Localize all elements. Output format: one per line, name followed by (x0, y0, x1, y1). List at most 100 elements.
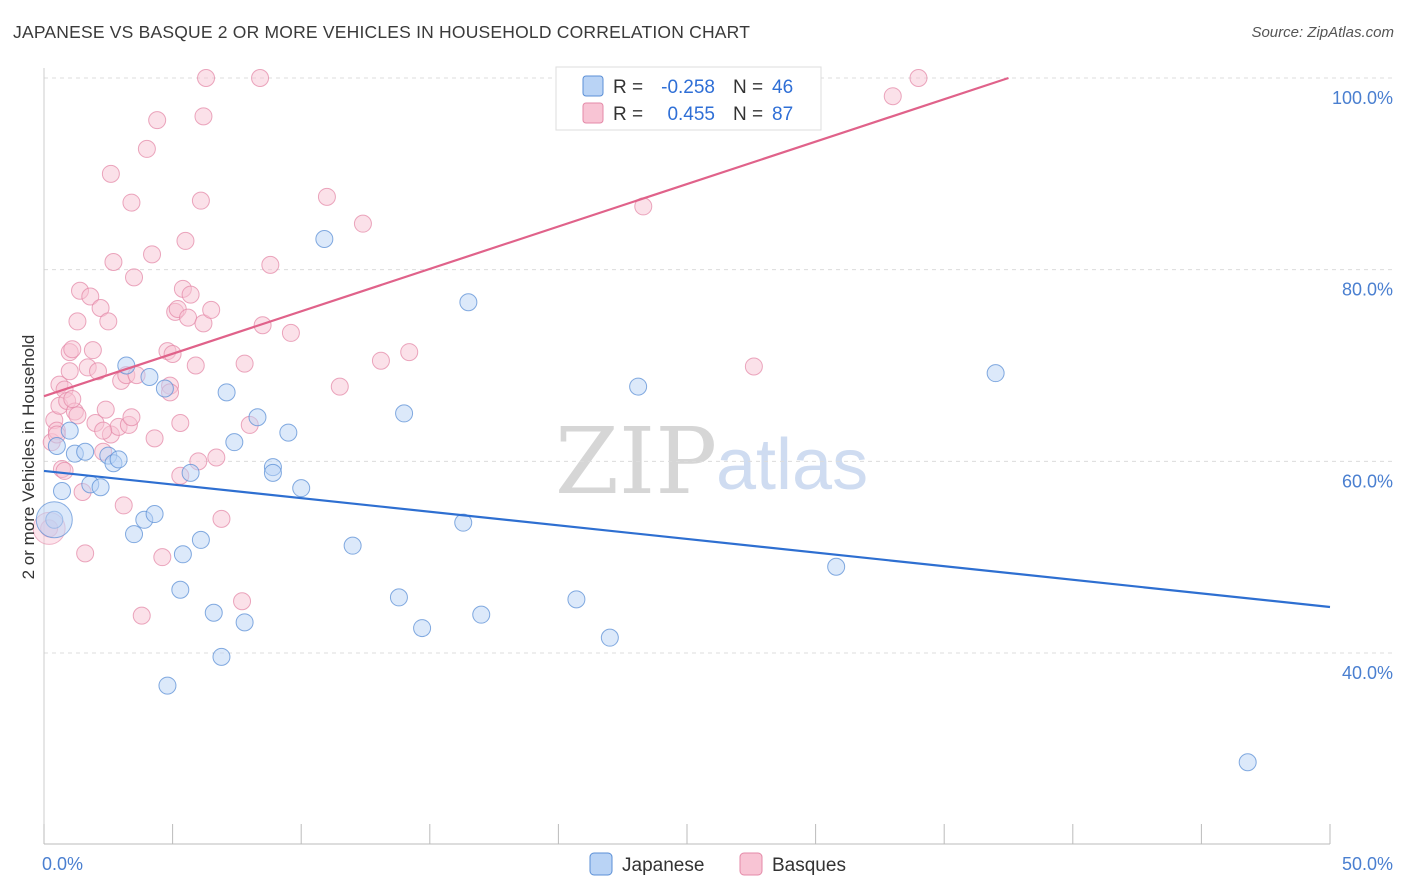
japanese-point (986, 364, 1005, 383)
japanese-point (158, 676, 177, 695)
japanese-point (217, 383, 236, 402)
basques-point (143, 245, 162, 264)
basques-point (261, 255, 280, 274)
y-tick-label-40: 40.0% (1342, 663, 1393, 683)
legend-n-value-japanese: 46 (772, 77, 793, 98)
japanese-point (315, 230, 334, 248)
x-tick-label-min: 0.0% (42, 854, 83, 874)
japanese-point (263, 463, 282, 482)
legend-swatch-japanese (582, 75, 604, 97)
basques-point (76, 544, 95, 563)
basques-point (194, 107, 213, 126)
basques-point (194, 314, 213, 333)
japanese-point (235, 613, 254, 632)
japanese-point (109, 450, 128, 469)
x-tick-label-max: 50.0% (1342, 854, 1393, 874)
basques-point (251, 69, 270, 87)
basques-point (91, 299, 110, 317)
basques-point (122, 193, 141, 212)
basques-point (122, 408, 141, 427)
japanese-points (35, 230, 1257, 772)
japanese-point (292, 479, 311, 498)
legend-top: R = -0.258 N = 46 R = 0.455 N = 87 (555, 66, 822, 131)
basques-point (207, 448, 226, 467)
y-tick-label-100: 100.0% (1332, 88, 1393, 108)
basques-point (137, 139, 156, 158)
japanese-point (472, 605, 491, 624)
japanese-point (47, 437, 66, 455)
basques-trend-line (43, 76, 1009, 398)
japanese-point (204, 603, 223, 622)
legend-r-label-japanese: R = (613, 77, 643, 98)
watermark-atlas: atlas (716, 425, 868, 505)
basques-point (186, 356, 205, 375)
basques-point (202, 300, 221, 319)
japanese-point (413, 619, 432, 638)
japanese-point (279, 423, 298, 442)
chart-source: Source: ZipAtlas.com (1251, 24, 1394, 41)
japanese-point (454, 513, 473, 532)
basques-point (235, 354, 254, 373)
trend-lines (43, 76, 1331, 609)
basques-point (81, 287, 100, 306)
basques-point (83, 341, 102, 360)
basques-point (191, 191, 210, 210)
basques-point (317, 187, 336, 206)
basques-point (212, 509, 231, 528)
japanese-trend-line (43, 469, 1331, 609)
y-axis-title: 2 or more Vehicles in Household (19, 335, 38, 580)
legend-swatch-basques (582, 102, 604, 124)
japanese-point (140, 368, 159, 386)
japanese-point (173, 545, 192, 564)
basques-point (96, 400, 115, 419)
japanese-point (567, 590, 586, 609)
basques-point (909, 69, 928, 87)
bottom-legend-swatch-basques (739, 852, 763, 876)
japanese-point (53, 482, 72, 501)
legend-r-value-japanese: -0.258 (661, 77, 715, 98)
basques-point (330, 377, 349, 396)
basques-point (60, 362, 79, 381)
bottom-legend-swatch-japanese (589, 852, 613, 876)
japanese-point (248, 408, 267, 427)
japanese-point-large (35, 501, 73, 539)
japanese-point (171, 580, 190, 599)
basques-point (101, 164, 120, 183)
basques-point (68, 406, 87, 425)
basques-point (68, 312, 87, 331)
basques-point (233, 592, 252, 611)
japanese-point (125, 525, 144, 544)
basques-points (32, 69, 928, 625)
legend-n-label-japanese: N = (733, 77, 763, 98)
basques-point (371, 351, 390, 370)
y-tick-label-60: 60.0% (1342, 471, 1393, 491)
japanese-point (395, 404, 414, 423)
basques-point (176, 231, 195, 250)
basques-point (94, 421, 113, 440)
basques-point (63, 390, 82, 409)
legend-n-label-basques: N = (733, 104, 763, 125)
japanese-point (1238, 753, 1257, 772)
basques-point (125, 268, 144, 287)
legend-r-value-basques: 0.455 (667, 104, 715, 125)
basques-point (132, 606, 151, 625)
japanese-point (600, 628, 619, 647)
basques-point (171, 414, 190, 432)
japanese-point (343, 536, 362, 555)
basques-point (253, 316, 272, 335)
legend-r-label-basques: R = (613, 104, 643, 125)
basques-point (744, 357, 763, 376)
legend-n-value-basques: 87 (772, 104, 793, 125)
basques-point (353, 214, 372, 233)
japanese-point (76, 442, 95, 461)
japanese-point (145, 505, 164, 524)
basques-point (89, 362, 108, 381)
basques-point (181, 285, 200, 304)
basques-point (197, 69, 216, 87)
japanese-point (459, 293, 478, 312)
basques-point (104, 253, 123, 271)
axes (43, 68, 1331, 845)
bottom-legend-label-basques: Basques (772, 855, 846, 876)
basques-point (148, 111, 167, 130)
